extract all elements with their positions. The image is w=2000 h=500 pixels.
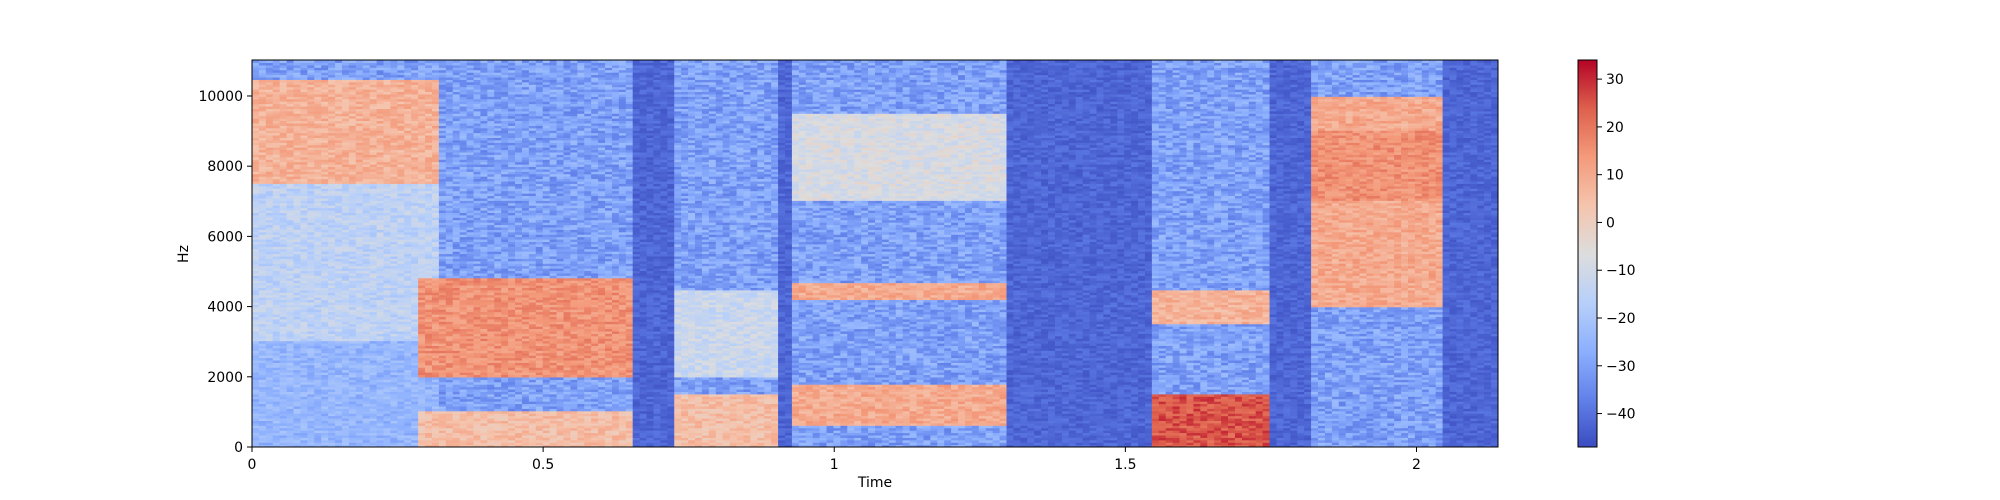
spectrogram-heatmap [252, 60, 1499, 448]
plot-area [252, 60, 1499, 448]
